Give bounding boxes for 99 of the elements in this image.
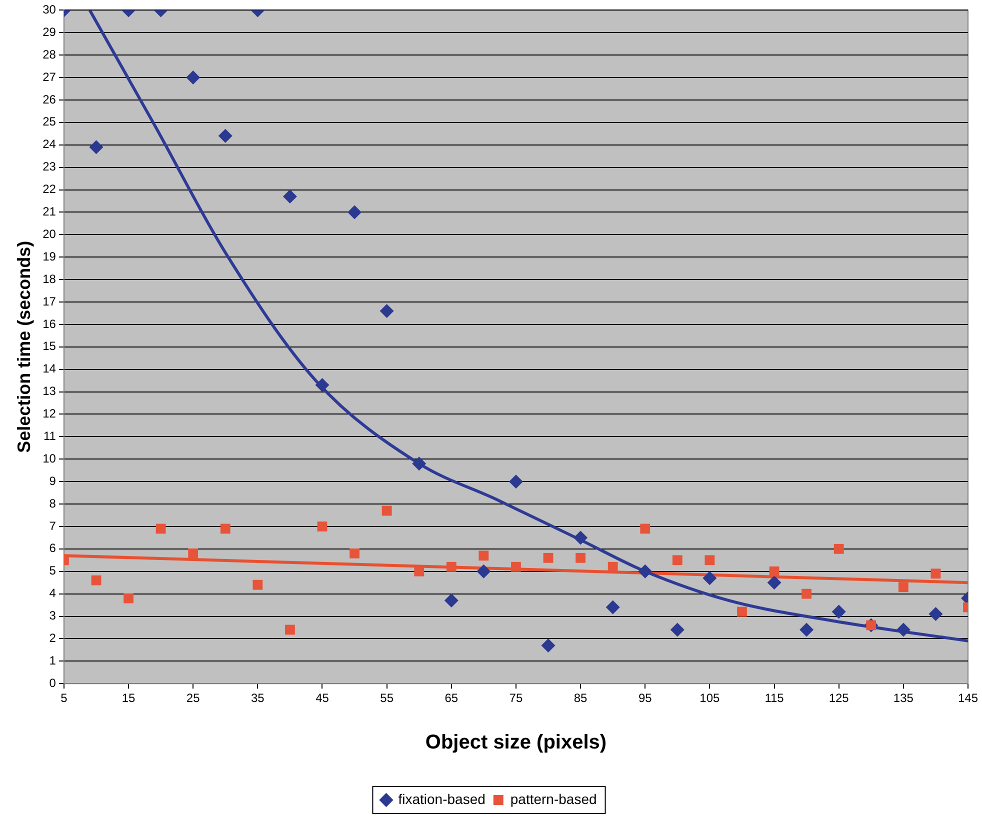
point bbox=[702, 571, 717, 586]
y-tick-label: 21 bbox=[42, 204, 56, 219]
y-tick-label: 19 bbox=[42, 249, 56, 264]
point bbox=[898, 582, 908, 592]
x-tick-label: 145 bbox=[958, 691, 978, 706]
y-axis-title: Selection time (seconds) bbox=[14, 240, 34, 453]
line-series bbox=[88, 10, 968, 642]
point bbox=[670, 622, 684, 637]
point bbox=[832, 604, 846, 619]
y-tick-label: 14 bbox=[42, 362, 56, 376]
y-tick-label: 23 bbox=[42, 160, 56, 174]
x-tick-label: 25 bbox=[186, 691, 200, 706]
y-tick-label: 27 bbox=[42, 70, 56, 84]
x-tick-label: 65 bbox=[444, 691, 458, 706]
point bbox=[574, 530, 588, 545]
y-tick-label: 6 bbox=[49, 541, 56, 556]
point bbox=[896, 622, 910, 637]
x-tick-label: 5 bbox=[60, 691, 68, 706]
y-tick-label: 9 bbox=[49, 474, 56, 488]
point bbox=[704, 555, 715, 566]
point bbox=[218, 128, 232, 143]
point bbox=[252, 580, 263, 590]
point bbox=[414, 566, 424, 576]
point bbox=[478, 550, 489, 561]
point bbox=[511, 562, 521, 572]
x-tick-label: 15 bbox=[122, 691, 136, 706]
y-tick-label: 8 bbox=[49, 496, 56, 510]
y-tick-label: 16 bbox=[42, 316, 56, 331]
y-tick-label: 24 bbox=[42, 137, 56, 152]
legend-label: fixation-based bbox=[398, 790, 486, 807]
y-tick-label: 0 bbox=[49, 676, 56, 690]
point bbox=[220, 524, 230, 534]
point bbox=[834, 544, 844, 554]
y-tick-label: 4 bbox=[49, 586, 56, 600]
point bbox=[444, 594, 458, 608]
x-tick-label: 75 bbox=[509, 691, 523, 706]
y-tick-label: 13 bbox=[42, 384, 56, 398]
x-tick-label: 55 bbox=[380, 691, 394, 706]
y-tick-label: 28 bbox=[42, 47, 56, 62]
point bbox=[315, 378, 330, 392]
point bbox=[769, 566, 780, 576]
point bbox=[380, 304, 394, 318]
point bbox=[508, 474, 523, 489]
point bbox=[285, 624, 295, 635]
y-tick-label: 10 bbox=[42, 451, 56, 466]
x-tick-label: 135 bbox=[893, 691, 914, 706]
point bbox=[576, 552, 586, 563]
x-tick-label: 45 bbox=[316, 691, 330, 706]
point bbox=[382, 506, 392, 516]
y-tick-label: 25 bbox=[42, 114, 56, 129]
point bbox=[89, 140, 104, 154]
x-tick-label: 105 bbox=[700, 691, 720, 706]
point bbox=[767, 576, 782, 590]
y-tick-label: 3 bbox=[49, 608, 56, 623]
y-tick-label: 22 bbox=[42, 182, 56, 196]
point bbox=[188, 548, 198, 558]
y-tick-label: 5 bbox=[49, 564, 56, 578]
x-tick-label: 95 bbox=[638, 691, 652, 706]
legend-label: pattern-based bbox=[510, 790, 597, 807]
point bbox=[930, 568, 941, 579]
point bbox=[541, 638, 556, 652]
y-tick-label: 15 bbox=[42, 339, 56, 354]
point bbox=[672, 555, 682, 566]
y-tick-label: 7 bbox=[49, 518, 56, 533]
point bbox=[476, 564, 491, 578]
y-tick-label: 17 bbox=[42, 294, 56, 308]
y-tick-label: 26 bbox=[42, 92, 56, 106]
point bbox=[802, 588, 812, 599]
x-tick-label: 35 bbox=[250, 691, 265, 706]
point bbox=[124, 593, 134, 604]
point bbox=[928, 607, 943, 622]
x-axis-title: Object size (pixels) bbox=[425, 732, 607, 754]
point bbox=[156, 524, 166, 534]
y-tick-label: 2 bbox=[49, 631, 56, 646]
point bbox=[282, 190, 297, 204]
y-tick-label: 18 bbox=[42, 272, 56, 286]
point bbox=[737, 606, 747, 617]
point bbox=[640, 524, 650, 534]
point bbox=[608, 562, 618, 572]
point bbox=[446, 562, 456, 572]
y-tick-label: 20 bbox=[42, 226, 56, 241]
point bbox=[800, 622, 814, 637]
point bbox=[350, 548, 360, 558]
x-tick-label: 125 bbox=[828, 691, 850, 706]
x-tick-label: 85 bbox=[574, 691, 588, 706]
point bbox=[91, 575, 102, 586]
y-tick-label: 29 bbox=[42, 24, 56, 39]
point bbox=[412, 456, 426, 471]
point bbox=[186, 70, 200, 85]
point bbox=[638, 564, 652, 578]
y-tick-label: 30 bbox=[42, 2, 56, 17]
y-tick-label: 11 bbox=[43, 429, 56, 443]
y-tick-label: 12 bbox=[42, 406, 56, 421]
point bbox=[606, 600, 620, 614]
point bbox=[543, 552, 554, 563]
point bbox=[348, 205, 362, 220]
x-tick-label: 115 bbox=[764, 691, 784, 706]
y-tick-label: 1 bbox=[49, 653, 56, 668]
point bbox=[317, 522, 328, 532]
